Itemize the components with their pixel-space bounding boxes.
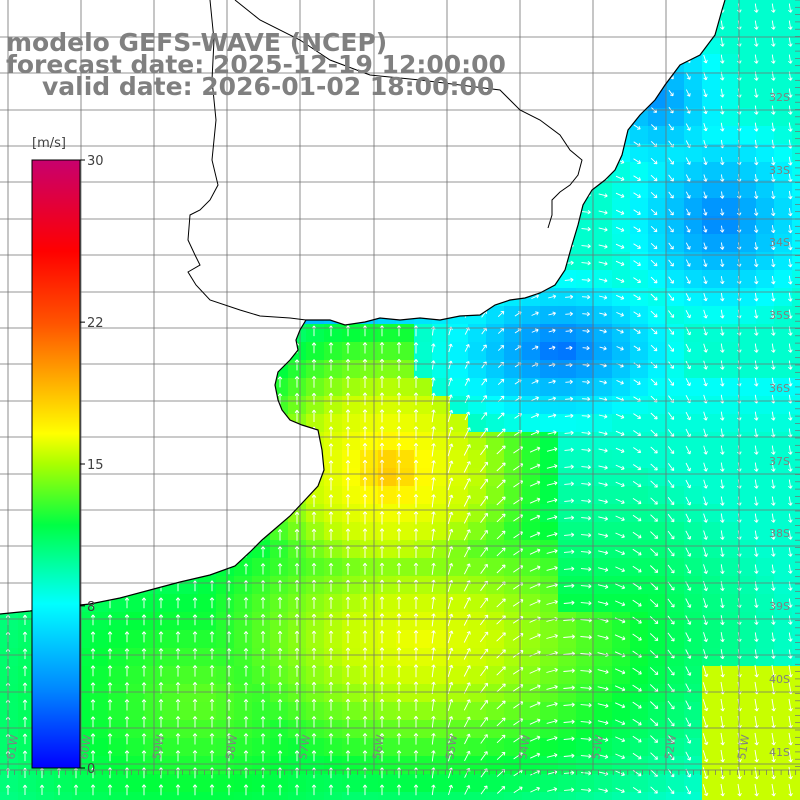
latitude-label: 34S [769, 236, 790, 249]
latitude-label: 32S [769, 91, 790, 104]
latitude-label: 36S [769, 382, 790, 395]
colorbar-tick-label: 22 [87, 316, 104, 331]
longitude-label: 52W [662, 734, 679, 761]
longitude-label: 54W [516, 734, 533, 761]
colorbar-gradient [31, 159, 81, 769]
colorbar-unit: [m/s] [32, 136, 66, 151]
latitude-label: 37S [769, 455, 790, 468]
latitude-label: 39S [769, 600, 790, 613]
colorbar-tick-label: 15 [87, 458, 104, 473]
longitude-label: 59W [150, 734, 167, 761]
model-title: modelo GEFS-WAVE (NCEP) [6, 28, 388, 57]
coastline [0, 0, 726, 615]
latitude-label: 33S [769, 164, 790, 177]
valid-date: valid date: 2026-01-02 18:00:00 [42, 72, 495, 101]
latitude-label: 35S [769, 309, 790, 322]
latitude-label: 40S [769, 673, 790, 686]
latitude-labels: 32S 33S 34S 35S 36S 37S 38S 39S 40S 41S [769, 91, 790, 759]
longitude-label: 56W [370, 734, 387, 761]
colorbar-tick-label: 8 [87, 600, 95, 615]
longitude-label: 58W [223, 734, 240, 761]
coastline [187, 0, 583, 321]
latitude-label: 41S [769, 746, 790, 759]
longitude-label: 55W [443, 734, 460, 761]
longitude-label: 61W [4, 734, 21, 761]
longitude-label: 60W [77, 734, 94, 761]
longitude-labels: 61W 60W 59W 58W 57W 56W 55W 54W 53W 52W 51W [4, 734, 752, 761]
colorbar: [m/s] 30 22 15 8 0 [31, 136, 104, 777]
latitude-label: 38S [769, 527, 790, 540]
longitude-label: 53W [589, 734, 606, 761]
forecast-date: forecast date: 2025-12-19 12:00:00 [6, 50, 506, 79]
colorbar-tick-label: 0 [87, 762, 95, 777]
longitude-label: 51W [735, 734, 752, 761]
longitude-label: 57W [296, 734, 313, 761]
graticule-grid [0, 0, 800, 775]
colorbar-tick-label: 30 [87, 154, 104, 169]
